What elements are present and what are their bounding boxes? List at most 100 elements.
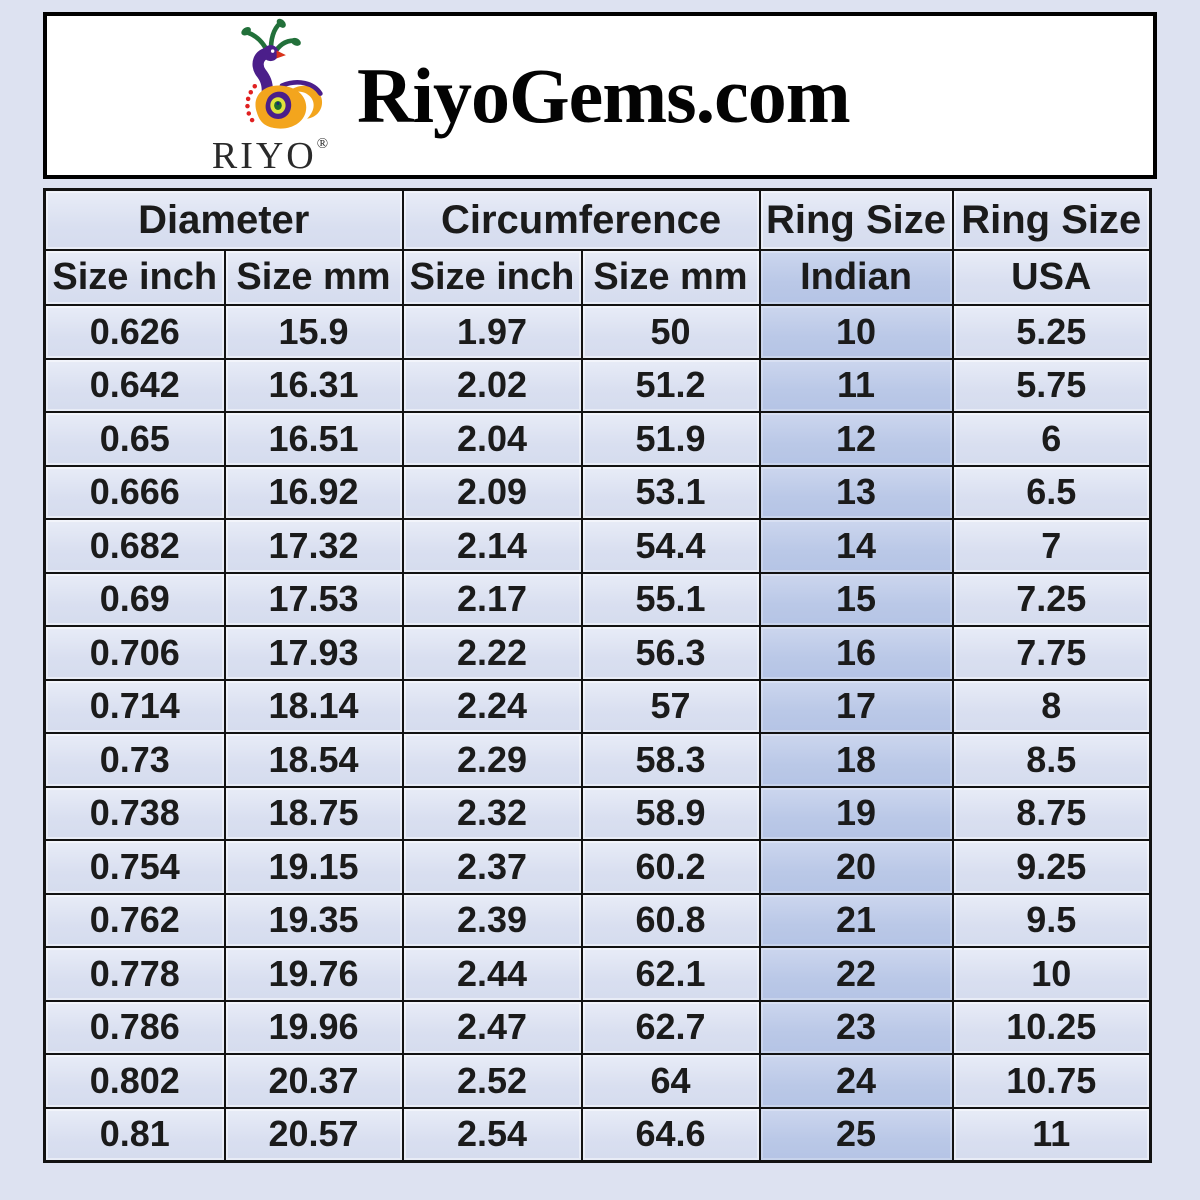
table-cell: 8.75 bbox=[951, 785, 1152, 841]
table-cell: 0.706 bbox=[43, 625, 226, 681]
table-cell: 2.24 bbox=[401, 678, 583, 734]
table-cell: 2.17 bbox=[401, 571, 583, 627]
column-header-circumference-inch: Size inch bbox=[401, 249, 583, 306]
table-cell: 0.778 bbox=[43, 946, 226, 1002]
table-cell: 0.666 bbox=[43, 464, 226, 520]
table-cell: 2.44 bbox=[401, 946, 583, 1002]
table-cell: 2.37 bbox=[401, 839, 583, 895]
table-cell: 0.642 bbox=[43, 357, 226, 413]
table-subheader-row: Size inch Size mm Size inch Size mm Indi… bbox=[43, 249, 1152, 306]
table-cell: 10 bbox=[951, 946, 1152, 1002]
table-cell: 51.9 bbox=[580, 411, 761, 467]
table-row: 0.786 19.96 2.47 62.7 23 10.25 bbox=[43, 999, 1152, 1055]
table-cell: 55.1 bbox=[580, 571, 761, 627]
column-header-indian: Indian bbox=[758, 249, 954, 306]
column-header-usa: USA bbox=[951, 249, 1152, 306]
column-header-diameter-mm: Size mm bbox=[223, 249, 404, 306]
table-cell: 60.8 bbox=[580, 892, 761, 948]
table-cell: 58.9 bbox=[580, 785, 761, 841]
table-cell: 2.02 bbox=[401, 357, 583, 413]
table-row: 0.762 19.35 2.39 60.8 21 9.5 bbox=[43, 892, 1152, 948]
table-cell: 62.1 bbox=[580, 946, 761, 1002]
peacock-logo-icon bbox=[241, 18, 323, 129]
table-cell: 20.57 bbox=[223, 1106, 404, 1163]
table-cell: 0.69 bbox=[43, 571, 226, 627]
table-cell: 23 bbox=[758, 999, 954, 1055]
table-cell: 19 bbox=[758, 785, 954, 841]
table-cell: 8.5 bbox=[951, 732, 1152, 788]
table-cell: 0.738 bbox=[43, 785, 226, 841]
table-cell: 14 bbox=[758, 518, 954, 574]
table-cell: 64 bbox=[580, 1053, 761, 1109]
table-cell: 53.1 bbox=[580, 464, 761, 520]
table-cell: 0.802 bbox=[43, 1053, 226, 1109]
table-cell: 10 bbox=[758, 304, 954, 360]
table-cell: 2.14 bbox=[401, 518, 583, 574]
table-cell: 10.75 bbox=[951, 1053, 1152, 1109]
brand-label: RIYO® bbox=[211, 126, 329, 177]
table-cell: 0.754 bbox=[43, 839, 226, 895]
table-cell: 19.15 bbox=[223, 839, 404, 895]
table-cell: 2.32 bbox=[401, 785, 583, 841]
table-cell: 10.25 bbox=[951, 999, 1152, 1055]
table-cell: 16.31 bbox=[223, 357, 404, 413]
table-cell: 0.786 bbox=[43, 999, 226, 1055]
table-cell: 17.32 bbox=[223, 518, 404, 574]
table-cell: 0.762 bbox=[43, 892, 226, 948]
table-cell: 0.714 bbox=[43, 678, 226, 734]
header: RIYO® RiyoGems.com bbox=[43, 12, 1157, 179]
table-cell: 7 bbox=[951, 518, 1152, 574]
table-cell: 16 bbox=[758, 625, 954, 681]
table-cell: 25 bbox=[758, 1106, 954, 1163]
table-cell: 2.04 bbox=[401, 411, 583, 467]
table-cell: 24 bbox=[758, 1053, 954, 1109]
table-cell: 56.3 bbox=[580, 625, 761, 681]
table-cell: 2.09 bbox=[401, 464, 583, 520]
group-header-circumference: Circumference bbox=[401, 188, 761, 251]
table-row: 0.802 20.37 2.52 64 24 10.75 bbox=[43, 1053, 1152, 1109]
table-cell: 18.54 bbox=[223, 732, 404, 788]
table-cell: 5.25 bbox=[951, 304, 1152, 360]
table-cell: 9.5 bbox=[951, 892, 1152, 948]
column-header-circumference-mm: Size mm bbox=[580, 249, 761, 306]
group-header-ring-size-usa: Ring Size bbox=[951, 188, 1152, 251]
brand-logo: RIYO® bbox=[191, 18, 349, 177]
table-cell: 7.25 bbox=[951, 571, 1152, 627]
table-cell: 21 bbox=[758, 892, 954, 948]
table-cell: 17.53 bbox=[223, 571, 404, 627]
table-row: 0.682 17.32 2.14 54.4 14 7 bbox=[43, 518, 1152, 574]
table-cell: 2.52 bbox=[401, 1053, 583, 1109]
table-row: 0.778 19.76 2.44 62.1 22 10 bbox=[43, 946, 1152, 1002]
table-cell: 50 bbox=[580, 304, 761, 360]
table-cell: 18.14 bbox=[223, 678, 404, 734]
registered-mark: ® bbox=[316, 135, 329, 152]
table-cell: 0.81 bbox=[43, 1106, 226, 1163]
table-cell: 17.93 bbox=[223, 625, 404, 681]
table-cell: 15.9 bbox=[223, 304, 404, 360]
table-cell: 57 bbox=[580, 678, 761, 734]
table-cell: 60.2 bbox=[580, 839, 761, 895]
table-cell: 2.22 bbox=[401, 625, 583, 681]
table-cell: 13 bbox=[758, 464, 954, 520]
group-header-ring-size-indian: Ring Size bbox=[758, 188, 954, 251]
table-row: 0.69 17.53 2.17 55.1 15 7.25 bbox=[43, 571, 1152, 627]
column-header-diameter-inch: Size inch bbox=[43, 249, 226, 306]
table-cell: 6 bbox=[951, 411, 1152, 467]
table-cell: 17 bbox=[758, 678, 954, 734]
table-row: 0.714 18.14 2.24 57 17 8 bbox=[43, 678, 1152, 734]
table-cell: 18.75 bbox=[223, 785, 404, 841]
table-cell: 0.626 bbox=[43, 304, 226, 360]
table-cell: 16.51 bbox=[223, 411, 404, 467]
table-cell: 16.92 bbox=[223, 464, 404, 520]
table-cell: 6.5 bbox=[951, 464, 1152, 520]
table-cell: 51.2 bbox=[580, 357, 761, 413]
table-cell: 54.4 bbox=[580, 518, 761, 574]
table-cell: 18 bbox=[758, 732, 954, 788]
table-cell: 2.29 bbox=[401, 732, 583, 788]
table-cell: 19.76 bbox=[223, 946, 404, 1002]
table-cell: 20.37 bbox=[223, 1053, 404, 1109]
table-row: 0.706 17.93 2.22 56.3 16 7.75 bbox=[43, 625, 1152, 681]
table-group-header-row: Diameter Circumference Ring Size Ring Si… bbox=[43, 188, 1152, 251]
brand-text: RIYO bbox=[211, 134, 317, 177]
table-cell: 7.75 bbox=[951, 625, 1152, 681]
